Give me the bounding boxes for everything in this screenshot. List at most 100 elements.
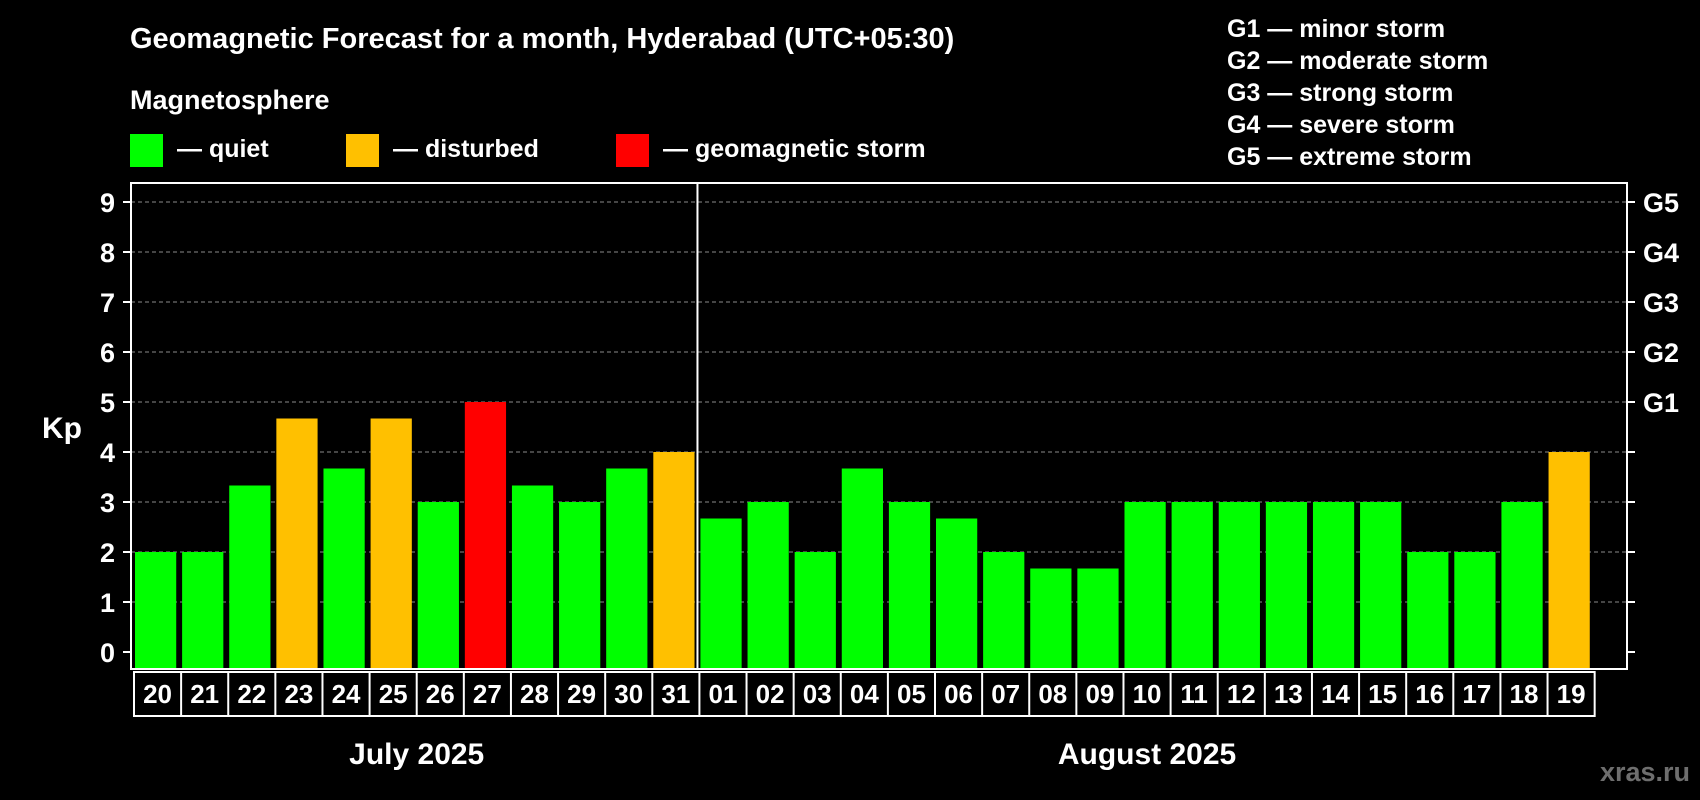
x-tick-label-25: 25 — [379, 679, 408, 709]
x-tick-label-04: 04 — [850, 679, 879, 709]
bar-26 — [417, 502, 459, 669]
month-label-july: July 2025 — [349, 738, 484, 771]
x-tick-label-19: 19 — [1557, 679, 1586, 709]
date-row-frame — [133, 671, 1596, 717]
g-scale-label-g2: G2 — [1643, 338, 1679, 368]
bar-22 — [229, 485, 271, 669]
x-tick-label-13: 13 — [1274, 679, 1303, 709]
bar-01 — [700, 518, 742, 669]
y-tick-label-0: 0 — [100, 638, 115, 668]
bar-14 — [1312, 502, 1355, 669]
bar-20 — [135, 552, 177, 669]
x-tick-label-28: 28 — [520, 679, 549, 709]
y-tick-label-8: 8 — [100, 238, 115, 268]
g-legend-g4: G4 — severe storm — [1227, 111, 1455, 139]
x-tick-label-27: 27 — [473, 679, 502, 709]
bar-13 — [1265, 502, 1308, 669]
bar-29 — [559, 502, 601, 669]
bar-30 — [606, 468, 648, 669]
y-tick-label-9: 9 — [100, 188, 115, 218]
x-tick-label-05: 05 — [897, 679, 926, 709]
x-tick-label-02: 02 — [756, 679, 785, 709]
month-label-august: August 2025 — [1058, 738, 1236, 771]
legend-swatch-disturbed — [346, 134, 379, 167]
bar-03 — [794, 552, 836, 669]
bar-25 — [370, 418, 412, 669]
plot-frame — [130, 182, 1628, 670]
x-tick-label-24: 24 — [332, 679, 361, 709]
g-legend-g2: G2 — moderate storm — [1227, 47, 1488, 75]
x-tick-label-14: 14 — [1321, 679, 1350, 709]
x-tick-label-22: 22 — [237, 679, 266, 709]
watermark: xras.ru — [1600, 757, 1690, 787]
bar-10 — [1124, 502, 1166, 669]
g-legend-g3: G3 — strong storm — [1227, 79, 1453, 107]
x-tick-label-18: 18 — [1510, 679, 1539, 709]
bar-15 — [1360, 502, 1402, 669]
y-tick-label-4: 4 — [100, 438, 115, 468]
x-tick-label-29: 29 — [567, 679, 596, 709]
bar-02 — [747, 502, 789, 669]
x-tick-label-12: 12 — [1227, 679, 1256, 709]
bar-07 — [983, 552, 1025, 669]
g-legend-g1: G1 — minor storm — [1227, 15, 1445, 43]
bar-06 — [936, 518, 978, 669]
bar-18 — [1501, 502, 1543, 669]
x-tick-label-01: 01 — [709, 679, 738, 709]
x-tick-label-31: 31 — [661, 679, 690, 709]
y-tick-label-7: 7 — [100, 288, 115, 318]
x-tick-label-07: 07 — [991, 679, 1020, 709]
x-tick-label-20: 20 — [143, 679, 172, 709]
g-scale-legend: G1 — minor storm G2 — moderate storm G3 … — [1227, 15, 1488, 171]
bar-31 — [653, 452, 695, 669]
bar-16 — [1407, 552, 1449, 669]
g-legend-g5: G5 — extreme storm — [1227, 143, 1472, 171]
y-tick-label-6: 6 — [100, 338, 115, 368]
x-tick-label-21: 21 — [190, 679, 219, 709]
bar-17 — [1454, 552, 1496, 669]
bar-23 — [276, 418, 318, 669]
x-tick-label-06: 06 — [944, 679, 973, 709]
x-tick-label-16: 16 — [1415, 679, 1444, 709]
bar-27 — [464, 402, 507, 669]
y-tick-label-5: 5 — [100, 388, 115, 418]
x-tick-label-10: 10 — [1133, 679, 1162, 709]
g-scale-label-g3: G3 — [1643, 288, 1679, 318]
bar-12 — [1218, 502, 1260, 669]
x-tick-label-15: 15 — [1368, 679, 1397, 709]
y-axis-label: Kp — [42, 412, 82, 445]
legend-label-disturbed: — disturbed — [393, 135, 539, 163]
bar-21 — [182, 552, 224, 669]
g-scale-label-g5: G5 — [1643, 188, 1679, 218]
g-scale-label-g1: G1 — [1643, 388, 1679, 418]
chart-title: Geomagnetic Forecast for a month, Hydera… — [130, 23, 954, 55]
chart-subtitle: Magnetosphere — [130, 85, 330, 115]
x-tick-label-09: 09 — [1085, 679, 1114, 709]
x-tick-label-03: 03 — [803, 679, 832, 709]
bar-08 — [1030, 568, 1072, 669]
bar-11 — [1171, 502, 1213, 669]
x-tick-label-11: 11 — [1180, 679, 1208, 709]
x-tick-label-26: 26 — [426, 679, 455, 709]
legend-swatch-storm — [616, 134, 649, 167]
x-tick-label-08: 08 — [1038, 679, 1067, 709]
bar-09 — [1077, 568, 1119, 669]
status-legend: — quiet — disturbed — geomagnetic storm — [130, 134, 926, 167]
x-tick-label-23: 23 — [284, 679, 313, 709]
x-tick-label-17: 17 — [1462, 679, 1491, 709]
legend-label-storm: — geomagnetic storm — [663, 135, 926, 163]
g-scale-label-g4: G4 — [1643, 238, 1679, 268]
y-tick-label-1: 1 — [100, 588, 115, 618]
bar-04 — [841, 468, 883, 669]
y-tick-label-2: 2 — [100, 538, 115, 568]
bar-19 — [1548, 452, 1590, 669]
y-tick-label-3: 3 — [100, 488, 115, 518]
x-tick-label-30: 30 — [614, 679, 643, 709]
legend-label-quiet: — quiet — [177, 135, 269, 163]
bar-28 — [511, 485, 554, 669]
legend-swatch-quiet — [130, 134, 163, 167]
bar-24 — [323, 468, 365, 669]
bar-05 — [888, 502, 931, 669]
